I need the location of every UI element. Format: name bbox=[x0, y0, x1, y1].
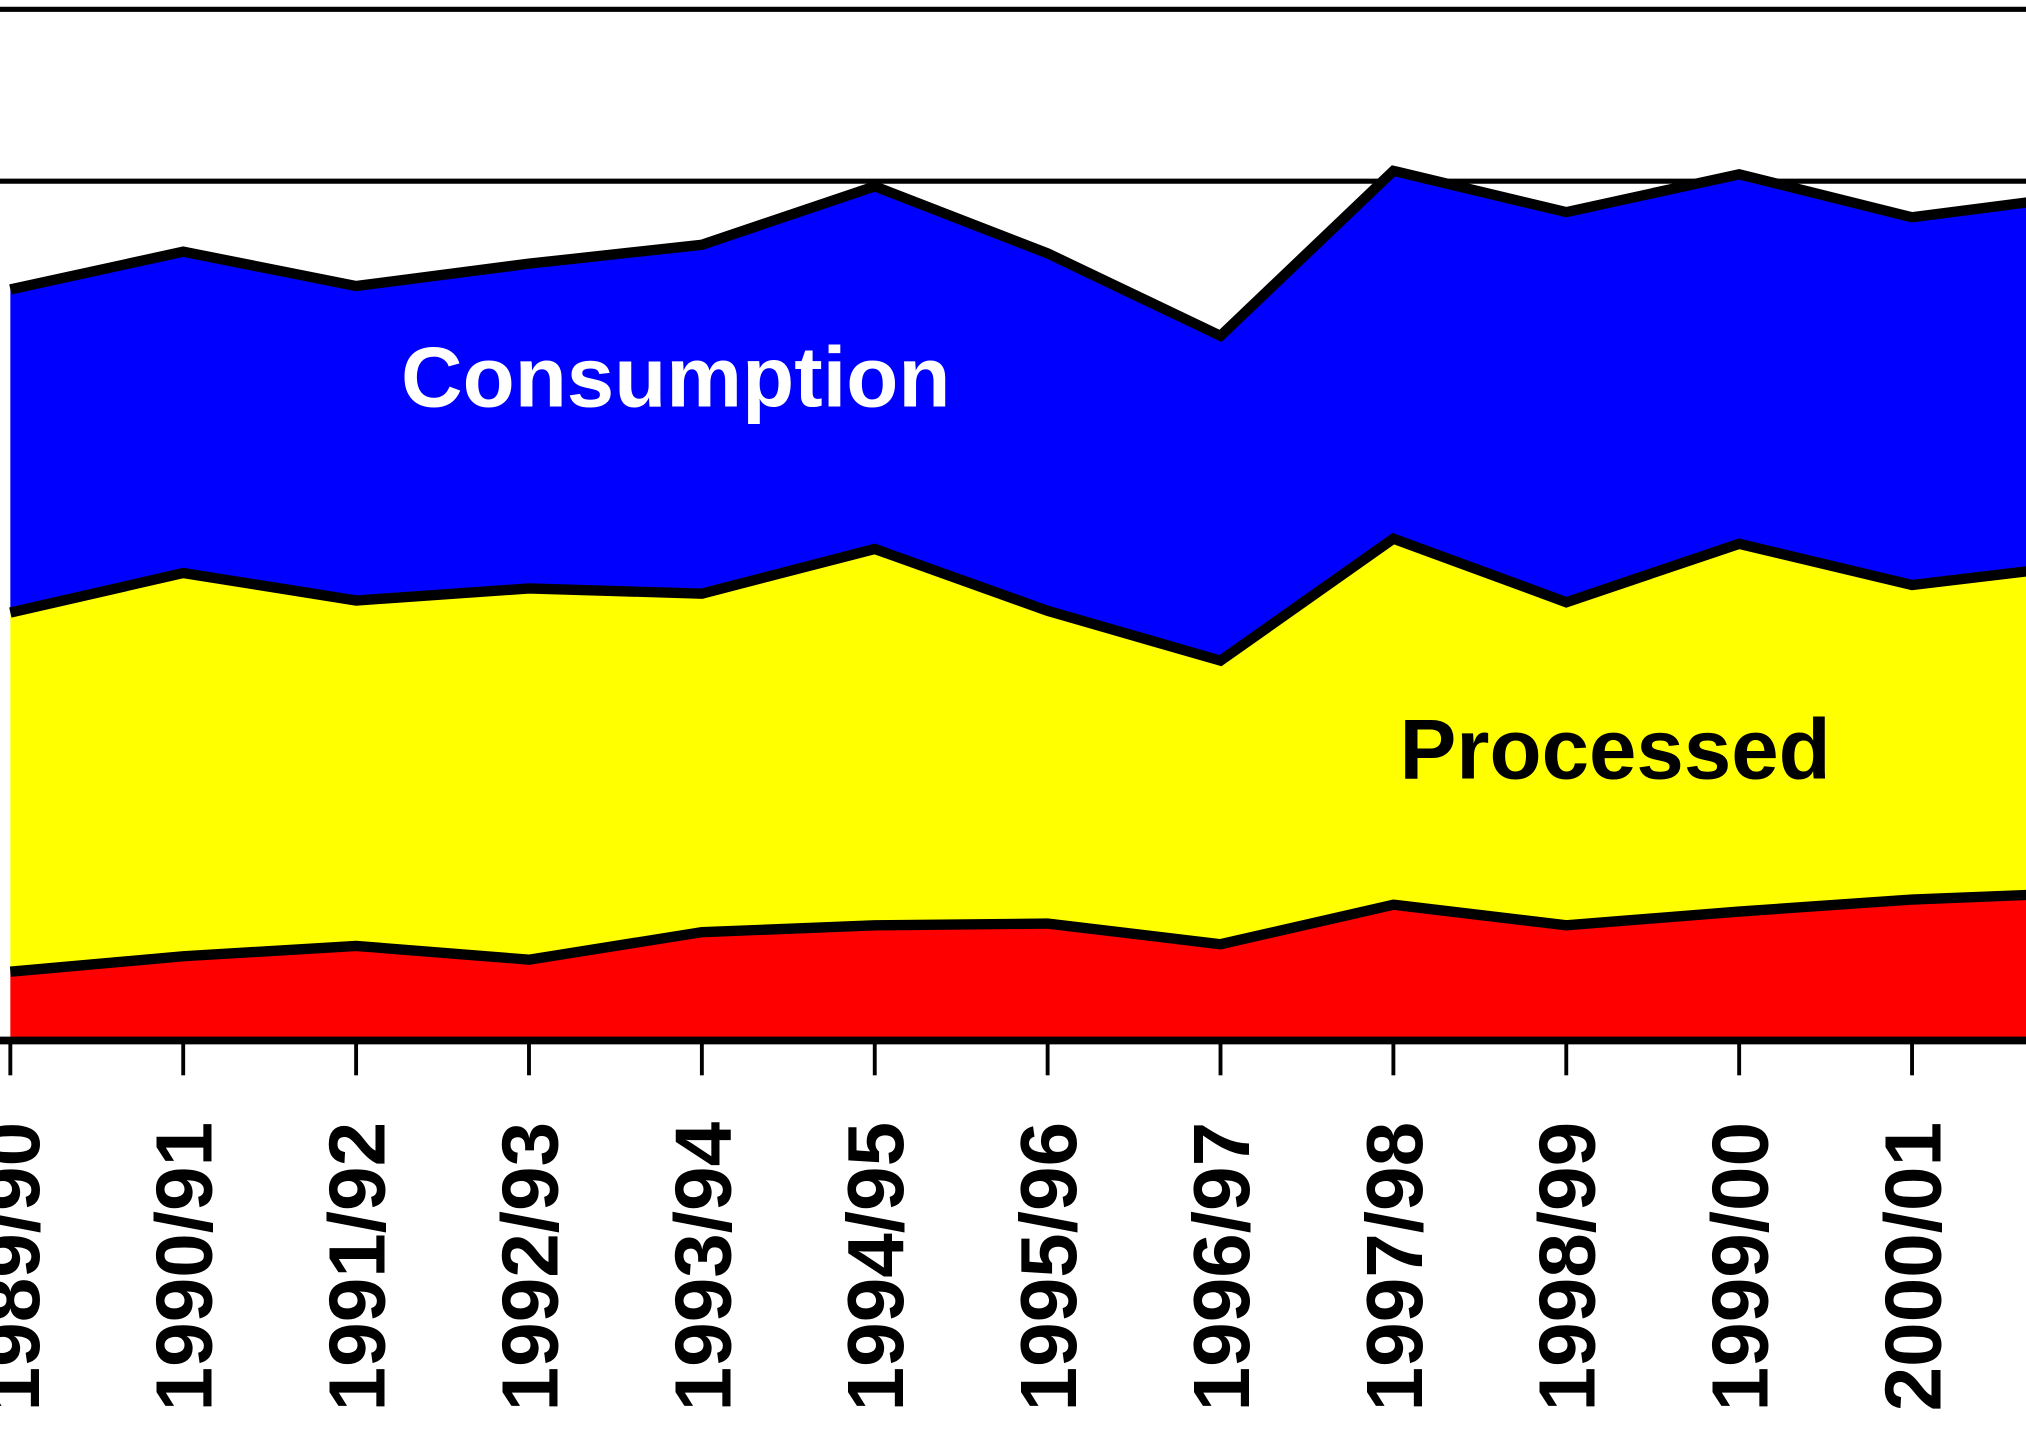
area-outline bbox=[9, 532, 2026, 667]
x-tick-label: 1995/96 bbox=[1003, 1122, 1093, 1412]
area bbox=[10, 894, 2026, 1041]
x-tick-label: 1997/98 bbox=[1349, 1122, 1439, 1412]
x-tick-label: 1989/90 bbox=[0, 1122, 56, 1412]
x-tick-label: 1993/94 bbox=[657, 1121, 747, 1411]
overlay: Processed Consumption 1989/90 1990/91 1991/9… bbox=[0, 331, 1957, 1412]
area-outline bbox=[9, 165, 2026, 343]
x-tick-label: 1998/99 bbox=[1522, 1122, 1612, 1412]
x-tick-label: 1999/00 bbox=[1695, 1122, 1785, 1412]
x-tick-label: 1992/93 bbox=[484, 1122, 574, 1412]
x-tick-label: 1994/95 bbox=[830, 1122, 920, 1412]
plot-area bbox=[0, 6, 2026, 1045]
area bbox=[10, 170, 2026, 661]
x-tick-label: 1991/92 bbox=[312, 1122, 402, 1412]
series-label: Processed bbox=[1399, 703, 1830, 798]
area-outline bbox=[9, 889, 2026, 977]
x-tick-label: 2000/01 bbox=[1867, 1122, 1957, 1412]
x-tick-label: 1990/91 bbox=[139, 1122, 229, 1412]
x-tick-label: 1996/97 bbox=[1176, 1122, 1266, 1412]
area bbox=[10, 538, 2026, 972]
series-label: Consumption bbox=[401, 331, 950, 426]
